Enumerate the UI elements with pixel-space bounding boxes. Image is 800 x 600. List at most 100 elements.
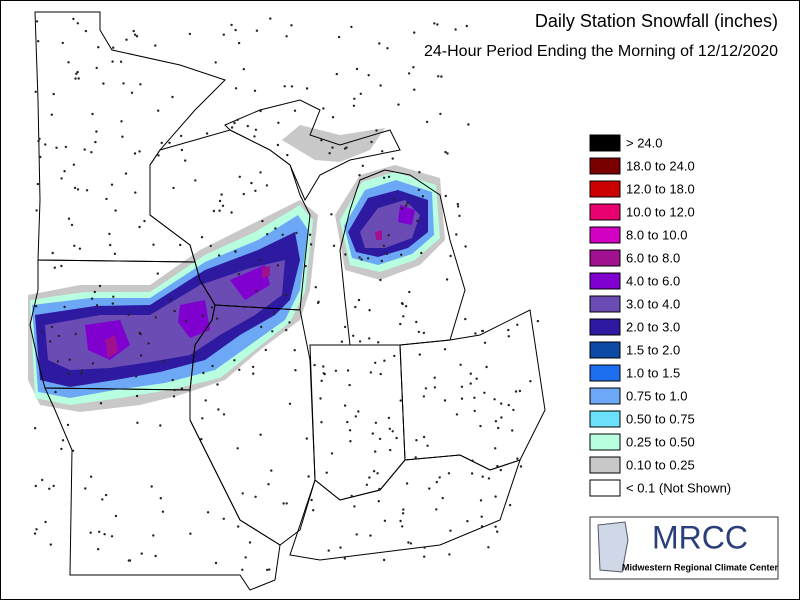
- station-dot: [387, 175, 391, 178]
- station-dot: [475, 377, 478, 380]
- station-dot: [259, 171, 262, 174]
- station-dot: [441, 496, 444, 500]
- station-dot: [399, 322, 402, 326]
- station-dot: [138, 225, 141, 229]
- station-dot: [375, 129, 378, 132]
- station-dot: [359, 92, 362, 96]
- station-dot: [150, 485, 153, 488]
- station-dot: [60, 447, 63, 451]
- station-dot: [460, 385, 464, 388]
- station-dot: [237, 525, 240, 528]
- station-dot: [179, 243, 182, 247]
- station-dot: [60, 264, 63, 268]
- station-dot: [400, 253, 403, 256]
- station-dot: [320, 379, 323, 382]
- station-dot: [230, 23, 233, 27]
- legend-swatch: [589, 410, 621, 428]
- station-dot: [471, 459, 474, 462]
- legend-label: > 24.0: [626, 135, 663, 150]
- station-dot: [154, 554, 157, 558]
- station-dot: [237, 41, 241, 45]
- station-dot: [204, 399, 207, 402]
- station-dot: [241, 492, 244, 495]
- legend-swatch: [589, 226, 621, 244]
- station-dot: [136, 421, 139, 424]
- station-dot: [407, 541, 410, 544]
- station-dot: [156, 272, 159, 275]
- station-dot: [114, 209, 117, 212]
- station-dot: [74, 77, 77, 80]
- station-dot: [393, 354, 396, 358]
- station-dot: [358, 340, 362, 343]
- station-dot: [331, 146, 334, 149]
- station-dot: [214, 561, 218, 565]
- station-dot: [337, 35, 341, 39]
- station-dot: [162, 360, 165, 363]
- station-dot: [234, 250, 237, 253]
- station-dot: [467, 123, 470, 126]
- station-dot: [409, 542, 413, 545]
- station-dot: [179, 134, 183, 138]
- station-dot: [438, 476, 441, 479]
- legend-label: 4.0 to 6.0: [626, 273, 680, 288]
- station-dot: [91, 112, 94, 116]
- station-dot: [417, 330, 420, 334]
- station-dot: [84, 487, 87, 490]
- station-dot: [345, 146, 348, 149]
- station-dot: [414, 456, 417, 459]
- station-dot: [312, 509, 315, 512]
- legend-label: 12.0 to 18.0: [626, 181, 695, 196]
- legend-swatch: [589, 157, 621, 175]
- station-dot: [460, 397, 464, 400]
- station-dot: [507, 335, 510, 338]
- legend-swatch: [589, 341, 621, 359]
- station-dot: [285, 35, 288, 38]
- station-dot: [211, 364, 214, 368]
- station-dot: [77, 77, 80, 80]
- station-dot: [480, 515, 483, 518]
- station-dot: [455, 413, 459, 416]
- station-dot: [417, 188, 421, 192]
- station-dot: [110, 183, 114, 186]
- station-dot: [76, 188, 80, 191]
- station-dot: [500, 402, 503, 405]
- station-dot: [305, 437, 308, 440]
- station-dot: [418, 171, 421, 174]
- legend-label: < 0.1 (Not Shown): [626, 480, 731, 495]
- station-dot: [68, 358, 72, 361]
- station-dot: [444, 150, 447, 154]
- station-dot: [50, 325, 54, 329]
- station-dot: [423, 555, 426, 558]
- station-dot: [331, 116, 335, 119]
- legend-label: 18.0 to 24.0: [626, 158, 695, 173]
- station-dot: [439, 112, 442, 116]
- station-dot: [38, 137, 41, 140]
- station-dot: [415, 439, 418, 442]
- station-dot: [71, 449, 75, 452]
- station-dot: [385, 252, 389, 255]
- station-dot: [54, 390, 57, 394]
- station-dot: [361, 164, 364, 167]
- station-dot: [35, 528, 38, 531]
- station-dot: [469, 372, 472, 375]
- station-dot: [283, 85, 286, 88]
- station-dot: [134, 375, 138, 378]
- station-dot: [230, 126, 234, 129]
- station-dot: [285, 328, 288, 332]
- station-dot: [483, 341, 487, 344]
- station-dot: [369, 534, 372, 537]
- station-dot: [322, 107, 325, 110]
- station-dot: [440, 75, 443, 78]
- station-dot: [135, 35, 139, 38]
- legend-swatch: [589, 433, 621, 451]
- station-dot: [180, 148, 184, 152]
- station-dot: [376, 472, 379, 475]
- station-dot: [310, 498, 313, 502]
- station-dot: [91, 362, 95, 365]
- station-dot: [234, 87, 238, 90]
- station-dot: [147, 342, 150, 345]
- station-dot: [52, 484, 55, 488]
- station-dot: [360, 258, 363, 261]
- station-dot: [67, 372, 71, 375]
- legend-swatch: [589, 456, 621, 474]
